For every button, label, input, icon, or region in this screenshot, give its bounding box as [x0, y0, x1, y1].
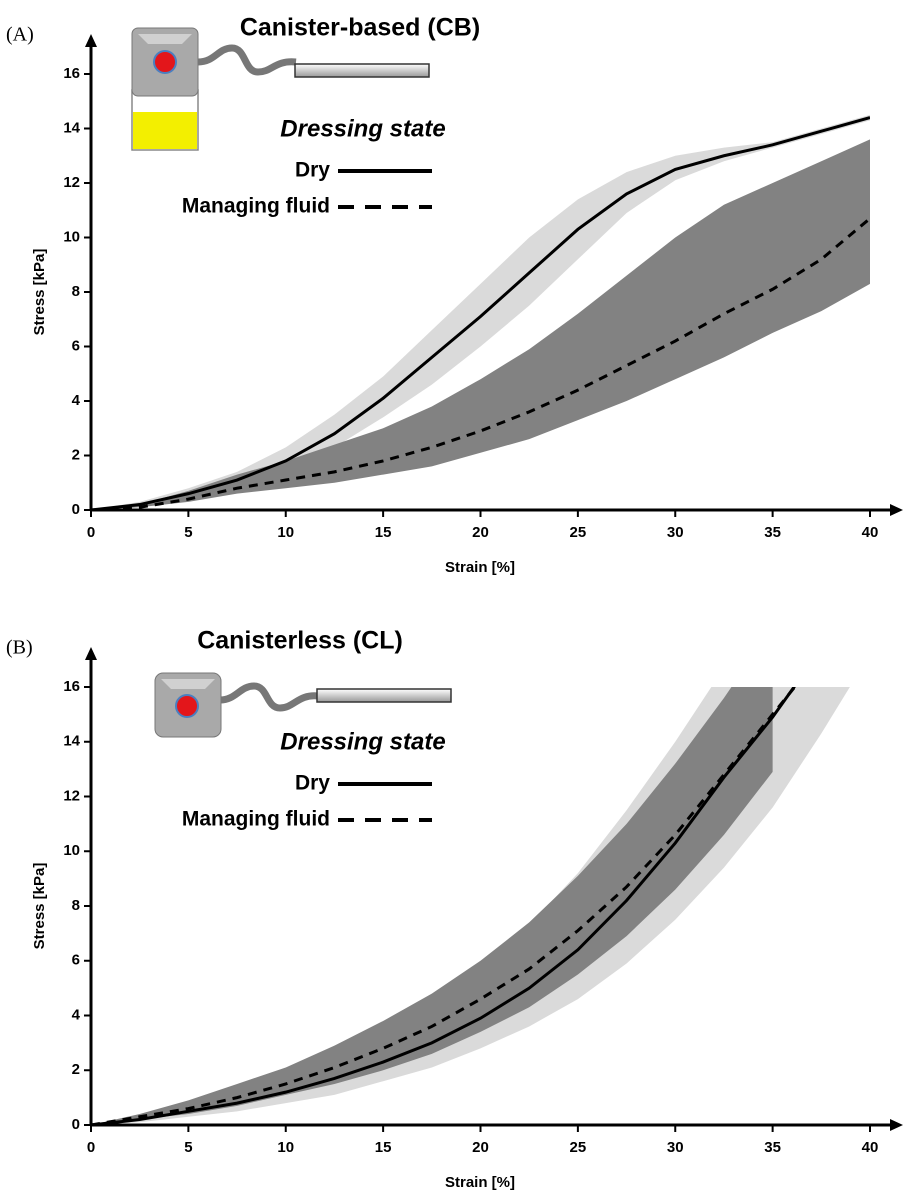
x-tick-label: 20	[472, 1139, 489, 1156]
panel-label: (A)	[6, 24, 34, 46]
y-tick-label: 2	[72, 1061, 80, 1078]
legend-label: Managing fluid	[182, 808, 330, 831]
y-axis-label: Stress [kPa]	[31, 249, 48, 336]
y-tick-label: 2	[72, 446, 80, 463]
line	[91, 687, 796, 1125]
x-tick-label: 40	[862, 1139, 879, 1156]
band	[91, 139, 870, 510]
line	[91, 116, 870, 510]
x-tick-label: 35	[764, 524, 781, 541]
legend-title: Dressing state	[280, 728, 445, 755]
y-tick-label: 12	[63, 174, 80, 191]
y-tick-label: 14	[63, 733, 80, 750]
legend-label: Dry	[295, 772, 330, 795]
y-tick-label: 8	[72, 283, 80, 300]
y-tick-label: 6	[72, 952, 80, 969]
y-arrow	[85, 647, 97, 660]
x-arrow	[890, 1119, 903, 1131]
y-axis-label: Stress [kPa]	[31, 863, 48, 950]
y-arrow	[85, 34, 97, 47]
x-tick-label: 25	[570, 524, 587, 541]
x-tick-label: 40	[862, 524, 879, 541]
x-axis-label: Strain [%]	[445, 559, 515, 576]
y-tick-label: 10	[63, 842, 80, 859]
x-tick-label: 15	[375, 1139, 392, 1156]
x-tick-label: 5	[184, 524, 192, 541]
x-tick-label: 35	[764, 1139, 781, 1156]
x-tick-label: 0	[87, 1139, 95, 1156]
panel-label: (B)	[6, 637, 33, 659]
x-axis-label: Strain [%]	[445, 1174, 515, 1191]
y-tick-label: 10	[63, 228, 80, 245]
plot-area	[91, 687, 850, 1125]
y-tick-label: 16	[63, 678, 80, 695]
x-tick-label: 10	[277, 1139, 294, 1156]
y-tick-label: 4	[72, 1006, 81, 1023]
x-tick-label: 30	[667, 524, 684, 541]
canisterless-icon	[154, 672, 452, 738]
y-tick-label: 4	[72, 392, 81, 409]
band	[91, 687, 773, 1125]
y-tick-label: 0	[72, 501, 80, 518]
x-tick-label: 10	[277, 524, 294, 541]
chart-title: Canister-based (CB)	[240, 14, 480, 42]
y-tick-label: 14	[63, 119, 80, 136]
x-arrow	[890, 504, 903, 516]
x-tick-label: 20	[472, 524, 489, 541]
legend-label: Managing fluid	[182, 195, 330, 218]
y-tick-label: 0	[72, 1116, 80, 1133]
legend-title: Dressing state	[280, 115, 445, 142]
y-tick-label: 6	[72, 337, 80, 354]
x-tick-label: 5	[184, 1139, 192, 1156]
band	[91, 114, 870, 510]
x-tick-label: 0	[87, 524, 95, 541]
x-tick-label: 15	[375, 524, 392, 541]
y-tick-label: 12	[63, 787, 80, 804]
legend-label: Dry	[295, 159, 330, 182]
canister-icon	[131, 27, 430, 151]
x-tick-label: 30	[667, 1139, 684, 1156]
plot-area	[91, 114, 870, 510]
y-tick-label: 16	[63, 65, 80, 82]
y-tick-label: 8	[72, 897, 80, 914]
chart-title: Canisterless (CL)	[197, 627, 403, 655]
line	[91, 687, 797, 1125]
x-tick-label: 25	[570, 1139, 587, 1156]
line	[91, 217, 870, 510]
